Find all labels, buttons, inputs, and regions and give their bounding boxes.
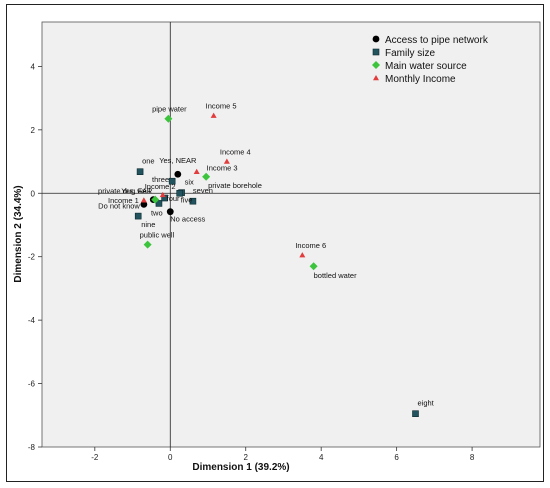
legend-marker-main-water-source	[372, 61, 380, 69]
legend-marker-monthly-income	[373, 75, 379, 81]
point-label-eight: eight	[418, 399, 435, 408]
point-label-income-4: Income 4	[220, 148, 251, 157]
legend-label-access-to-pipe-network: Access to pipe network	[385, 35, 489, 46]
legend: Access to pipe network Family size Main wa…	[372, 35, 489, 85]
point-yes-near	[174, 170, 182, 178]
legend-label-main-water-source: Main water source	[385, 61, 467, 72]
point-public-well	[143, 240, 152, 249]
point-eight	[412, 410, 419, 417]
point-label-no-access: No access	[170, 215, 205, 224]
point-label-income-2: Income 2	[145, 182, 176, 191]
point-label-public-well: public well	[140, 231, 175, 240]
y-tick-label: -6	[28, 380, 36, 389]
point-nine	[134, 212, 142, 220]
legend-marker-family-size	[372, 48, 380, 56]
x-tick-label: 2	[244, 453, 249, 462]
point-income-3	[193, 168, 200, 174]
point-label-bottled-water: bottled water	[314, 271, 357, 280]
y-axis-title: Dimension 2 (34.4%)	[13, 185, 24, 282]
series-main-water-source: pipe water private borehole private dug we…	[98, 105, 357, 280]
point-income-2	[159, 191, 166, 198]
x-tick-label: 8	[470, 453, 475, 462]
point-label-do-not-know: Do not know	[98, 201, 140, 210]
point-label-yes-near: Yes, NEAR	[159, 156, 197, 165]
point-seven	[189, 197, 197, 205]
point-label-pipe-water: pipe water	[152, 105, 187, 114]
point-label-private-dug-well: private dug well	[98, 187, 150, 196]
point-label-yes-far: Yes, FAR	[121, 187, 153, 196]
point-label-income-3: Income 3	[207, 164, 238, 173]
point-label-three: three	[152, 175, 169, 184]
y-tick-label: -8	[28, 443, 36, 452]
scatter-chart: -2 0 2 4 6 8 4 2 0 -2 -4 -6 -8 Yes, NEAR Yes, FAR Do n…	[13, 21, 541, 473]
point-income-1	[140, 197, 147, 203]
point-one	[136, 168, 144, 176]
point-label-one: one	[142, 157, 155, 166]
point-five	[176, 189, 184, 197]
point-label-private-borehole: private borehole	[208, 181, 262, 190]
point-income-5	[210, 112, 217, 118]
point-no-access	[166, 208, 174, 216]
y-tick-label: 0	[31, 189, 36, 198]
point-income-4	[223, 158, 230, 164]
point-label-income-6: Income 6	[295, 241, 326, 250]
point-bottled-water	[309, 262, 318, 271]
point-label-nine: nine	[141, 220, 155, 229]
series-monthly-income: Income 5 Income 4 Income 3 Income 2 Income 1…	[108, 102, 326, 258]
point-label-income-5: Income 5	[206, 102, 237, 111]
point-do-not-know	[140, 200, 148, 208]
y-tick-label: 2	[31, 126, 36, 135]
chart-frame: -2 0 2 4 6 8 4 2 0 -2 -4 -6 -8 Yes, NEAR Yes, FAR Do n…	[6, 4, 544, 482]
x-tick-label: 0	[168, 453, 173, 462]
y-tick-label: -2	[28, 253, 36, 262]
point-label-income-1: Income 1	[108, 196, 139, 205]
legend-label-monthly-income: Monthly Income	[385, 74, 456, 85]
point-income-6	[299, 252, 306, 258]
y-tick-label: -4	[28, 316, 36, 325]
plot-area	[41, 21, 541, 448]
x-tick-label: 6	[394, 453, 399, 462]
point-label-four: four	[167, 194, 180, 203]
point-private-dug-well	[151, 195, 160, 204]
point-private-borehole	[202, 172, 211, 181]
point-four	[161, 194, 168, 202]
x-tick-label: -2	[91, 453, 99, 462]
point-label-six: six	[185, 178, 194, 187]
point-label-two: two	[151, 208, 163, 217]
point-three	[168, 177, 176, 185]
point-label-five: five	[181, 195, 193, 204]
legend-marker-access-to-pipe-network	[372, 35, 380, 43]
x-tick-label: 4	[319, 453, 324, 462]
series-access-to-pipe-network: Yes, NEAR Yes, FAR Do not know No access	[98, 156, 205, 223]
y-tick-label: 4	[31, 62, 36, 71]
legend-label-family-size: Family size	[385, 48, 435, 59]
point-label-seven: seven	[193, 186, 213, 195]
x-axis-title: Dimension 1 (39.2%)	[192, 462, 289, 473]
point-two	[155, 200, 163, 207]
point-pipe-water	[164, 114, 173, 123]
